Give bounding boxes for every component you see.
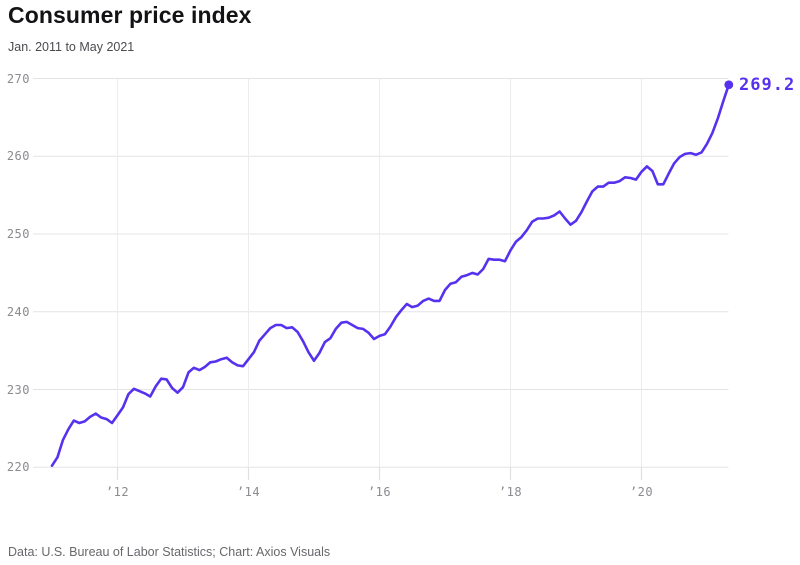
y-axis-tick-label: 240 — [6, 304, 30, 319]
y-axis-tick-label: 260 — [6, 149, 30, 164]
chart-subtitle: Jan. 2011 to May 2021 — [8, 40, 135, 54]
x-axis-tick-label: ’12 — [105, 485, 130, 499]
y-axis-tick-label: 270 — [6, 71, 30, 86]
x-axis-tick-label: ’16 — [367, 485, 392, 499]
end-point-dot — [724, 80, 734, 90]
x-axis-tick-label: ’20 — [629, 485, 654, 499]
end-value-label: 269.2 — [739, 75, 796, 95]
x-axis-tick-label: ’14 — [236, 485, 261, 499]
y-axis-tick-label: 230 — [6, 382, 30, 397]
y-axis-tick-label: 250 — [6, 227, 30, 242]
source-credit: Data: U.S. Bureau of Labor Statistics; C… — [8, 545, 331, 559]
chart-title: Consumer price index — [8, 2, 252, 28]
cpi-line — [50, 83, 731, 467]
x-axis-tick-label: ’18 — [498, 485, 523, 499]
y-axis-tick-label: 220 — [6, 460, 30, 475]
